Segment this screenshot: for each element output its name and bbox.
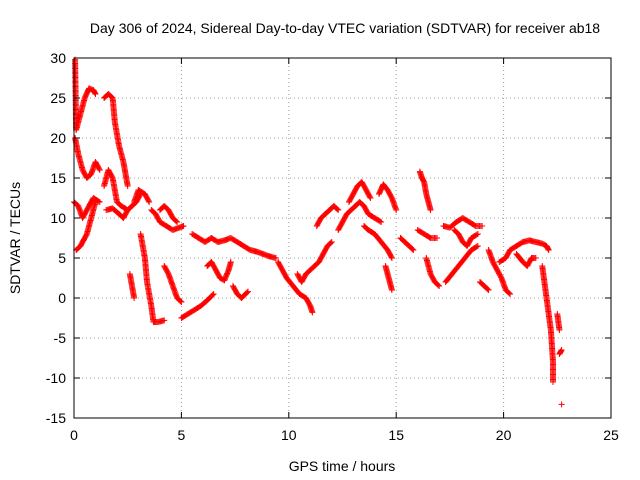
- data-point: [244, 288, 251, 295]
- data-point: [366, 193, 373, 200]
- x-tick-label: 15: [388, 427, 404, 443]
- x-axis-label: GPS time / hours: [289, 458, 396, 474]
- data-point: [532, 255, 539, 261]
- data-point: [507, 291, 514, 297]
- data-point: [177, 298, 184, 305]
- y-tick-label: 30: [50, 50, 66, 66]
- data-point: [91, 90, 98, 96]
- x-tick-label: 5: [178, 427, 186, 443]
- y-tick-label: 25: [50, 90, 66, 106]
- x-tick-label: 10: [281, 427, 297, 443]
- data-point: [484, 286, 491, 293]
- data-point: [473, 243, 480, 250]
- data-point: [427, 207, 434, 213]
- y-tick-label: 5: [58, 250, 66, 266]
- data-point: [435, 282, 442, 289]
- data-point: [210, 291, 217, 297]
- data-point: [434, 235, 441, 241]
- data-point: [96, 167, 103, 173]
- data-point: [436, 283, 443, 289]
- data-point: [558, 401, 565, 408]
- data-point: [92, 199, 99, 205]
- y-tick-label: 10: [50, 210, 66, 226]
- data-point: [367, 195, 374, 201]
- x-tick-label: 25: [603, 427, 619, 443]
- data-point: [473, 231, 480, 238]
- data-point: [328, 239, 335, 245]
- data-point: [92, 91, 99, 97]
- data-point: [145, 197, 152, 204]
- data-point: [388, 287, 395, 293]
- data-point: [377, 218, 384, 225]
- data-point: [124, 207, 131, 213]
- data-point: [174, 219, 181, 225]
- data-point: [558, 347, 565, 353]
- data-point: [556, 327, 563, 333]
- data-point: [227, 259, 234, 265]
- data-point: [209, 291, 216, 298]
- data-point: [388, 253, 395, 260]
- data-point: [474, 231, 481, 237]
- y-tick-label: 0: [58, 290, 66, 306]
- y-axis-label: SDTVAR / TECUs: [7, 182, 23, 294]
- x-tick-label: 0: [70, 427, 78, 443]
- data-points: [71, 56, 565, 408]
- y-tick-label: -5: [54, 330, 67, 346]
- x-axis: 0 5 10 15 20 25: [70, 58, 619, 443]
- data-point: [409, 246, 416, 253]
- data-point: [388, 255, 395, 261]
- grid-lines: [74, 58, 611, 418]
- data-point: [173, 218, 180, 225]
- data-point: [393, 207, 400, 213]
- y-tick-label: 20: [50, 130, 66, 146]
- data-point: [545, 247, 552, 253]
- data-point: [378, 219, 385, 225]
- data-point: [474, 243, 481, 249]
- y-tick-label: 15: [50, 170, 66, 186]
- y-axis: -15 -10 -5 0 5 10 15 20 25 30: [46, 50, 611, 426]
- plot-frame: [73, 57, 612, 419]
- data-point: [161, 317, 168, 324]
- data-point: [309, 309, 316, 316]
- data-point: [506, 290, 513, 297]
- y-tick-label: -15: [46, 410, 66, 426]
- data-point: [146, 199, 153, 205]
- data-point: [180, 223, 187, 229]
- data-point: [131, 295, 138, 301]
- data-point: [335, 207, 342, 213]
- data-point: [410, 247, 417, 253]
- data-point: [485, 287, 492, 293]
- data-point: [124, 208, 131, 215]
- data-point: [479, 223, 486, 229]
- data-point: [327, 239, 334, 246]
- data-point: [272, 255, 279, 261]
- data-point: [95, 198, 102, 205]
- chart-title: Day 306 of 2024, Sidereal Day-to-day VTE…: [90, 20, 600, 36]
- x-tick-label: 20: [496, 427, 512, 443]
- data-point: [96, 165, 103, 172]
- data-point: [124, 183, 131, 189]
- data-point: [545, 246, 552, 252]
- data-point: [244, 289, 251, 296]
- y-tick-label: -10: [46, 370, 66, 386]
- data-point: [334, 206, 341, 213]
- data-point: [178, 299, 185, 305]
- data-point: [550, 379, 557, 385]
- data-point: [558, 348, 565, 354]
